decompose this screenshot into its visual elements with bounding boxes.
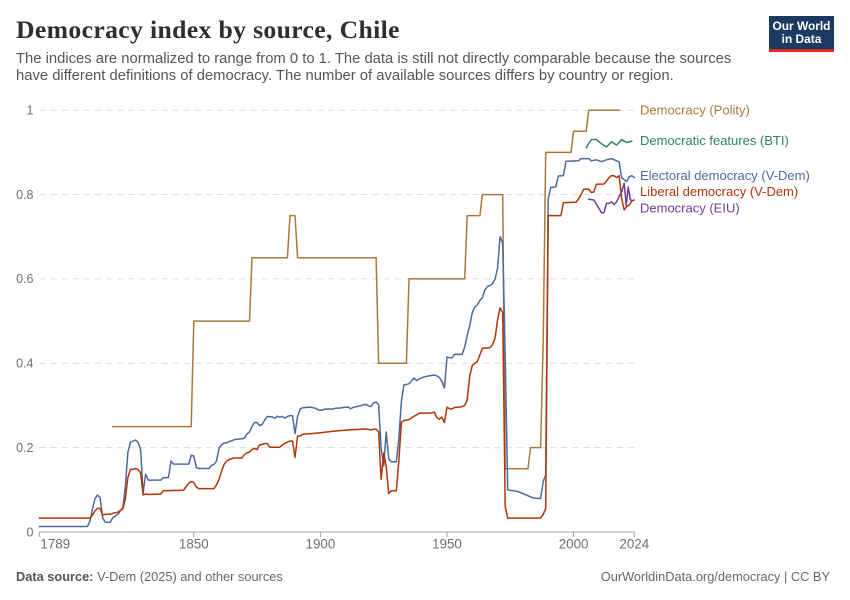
svg-text:0.2: 0.2 xyxy=(16,441,33,455)
svg-text:Democracy (Polity): Democracy (Polity) xyxy=(640,103,750,118)
svg-text:0.8: 0.8 xyxy=(16,188,33,202)
svg-text:Electoral democracy (V-Dem): Electoral democracy (V-Dem) xyxy=(640,168,810,183)
svg-text:1950: 1950 xyxy=(432,537,462,552)
svg-text:0: 0 xyxy=(27,525,34,539)
svg-text:Democratic features (BTI): Democratic features (BTI) xyxy=(640,133,789,148)
svg-text:1789: 1789 xyxy=(40,537,70,552)
svg-text:1: 1 xyxy=(27,104,34,118)
svg-text:Democracy (EIU): Democracy (EIU) xyxy=(640,201,740,216)
svg-text:Liberal democracy (V-Dem): Liberal democracy (V-Dem) xyxy=(640,184,798,199)
svg-text:1850: 1850 xyxy=(179,537,209,552)
svg-text:2024: 2024 xyxy=(619,537,649,552)
svg-text:2000: 2000 xyxy=(559,537,589,552)
svg-text:0.6: 0.6 xyxy=(16,272,33,286)
svg-text:0.4: 0.4 xyxy=(16,357,33,371)
svg-text:1900: 1900 xyxy=(306,537,336,552)
